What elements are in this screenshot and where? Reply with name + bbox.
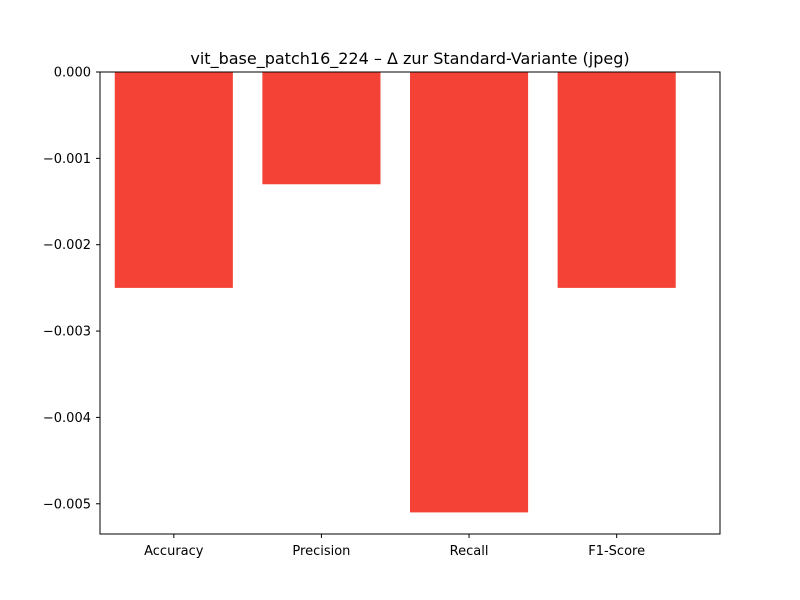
y-tick-label: −0.005: [43, 497, 91, 512]
bar-accuracy: [114, 72, 233, 288]
y-tick-label: −0.001: [43, 152, 91, 167]
bars-group: [114, 72, 676, 513]
x-tick-label: Precision: [292, 544, 350, 559]
x-tick-label: F1-Score: [588, 544, 645, 559]
plot-frame: [99, 71, 721, 535]
bar-f1-score: [557, 72, 676, 288]
x-tick-label: Accuracy: [144, 544, 204, 559]
y-tick-label: −0.002: [43, 238, 91, 253]
y-tick-label: 0.000: [54, 66, 91, 81]
y-tick-label: −0.004: [43, 411, 91, 426]
y-tick-label: −0.003: [43, 325, 91, 340]
x-tick-label: Recall: [450, 544, 489, 559]
bar-recall: [410, 72, 529, 513]
y-axis: 0.000 −0.001 −0.002 −0.003 −0.004 −0.005: [43, 66, 100, 512]
x-axis: Accuracy Precision Recall F1-Score: [144, 534, 645, 559]
bar-precision: [262, 72, 381, 185]
chart-title: vit_base_patch16_224 – Δ zur Standard-Va…: [190, 49, 629, 69]
